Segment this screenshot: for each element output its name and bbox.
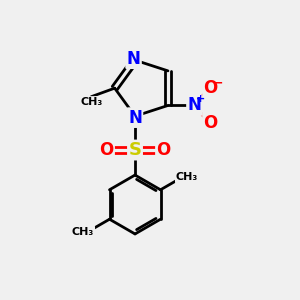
Text: N: N bbox=[188, 97, 201, 115]
Text: O: O bbox=[99, 141, 114, 159]
Text: CH₃: CH₃ bbox=[176, 172, 198, 182]
Text: O: O bbox=[203, 79, 218, 97]
Text: CH₃: CH₃ bbox=[80, 97, 102, 107]
Text: +: + bbox=[196, 94, 206, 104]
Text: O: O bbox=[156, 141, 171, 159]
Text: N: N bbox=[128, 109, 142, 127]
Text: CH₃: CH₃ bbox=[72, 227, 94, 237]
Text: N: N bbox=[127, 50, 140, 68]
Text: −: − bbox=[213, 77, 223, 90]
Text: O: O bbox=[203, 114, 218, 132]
Text: S: S bbox=[128, 141, 142, 159]
